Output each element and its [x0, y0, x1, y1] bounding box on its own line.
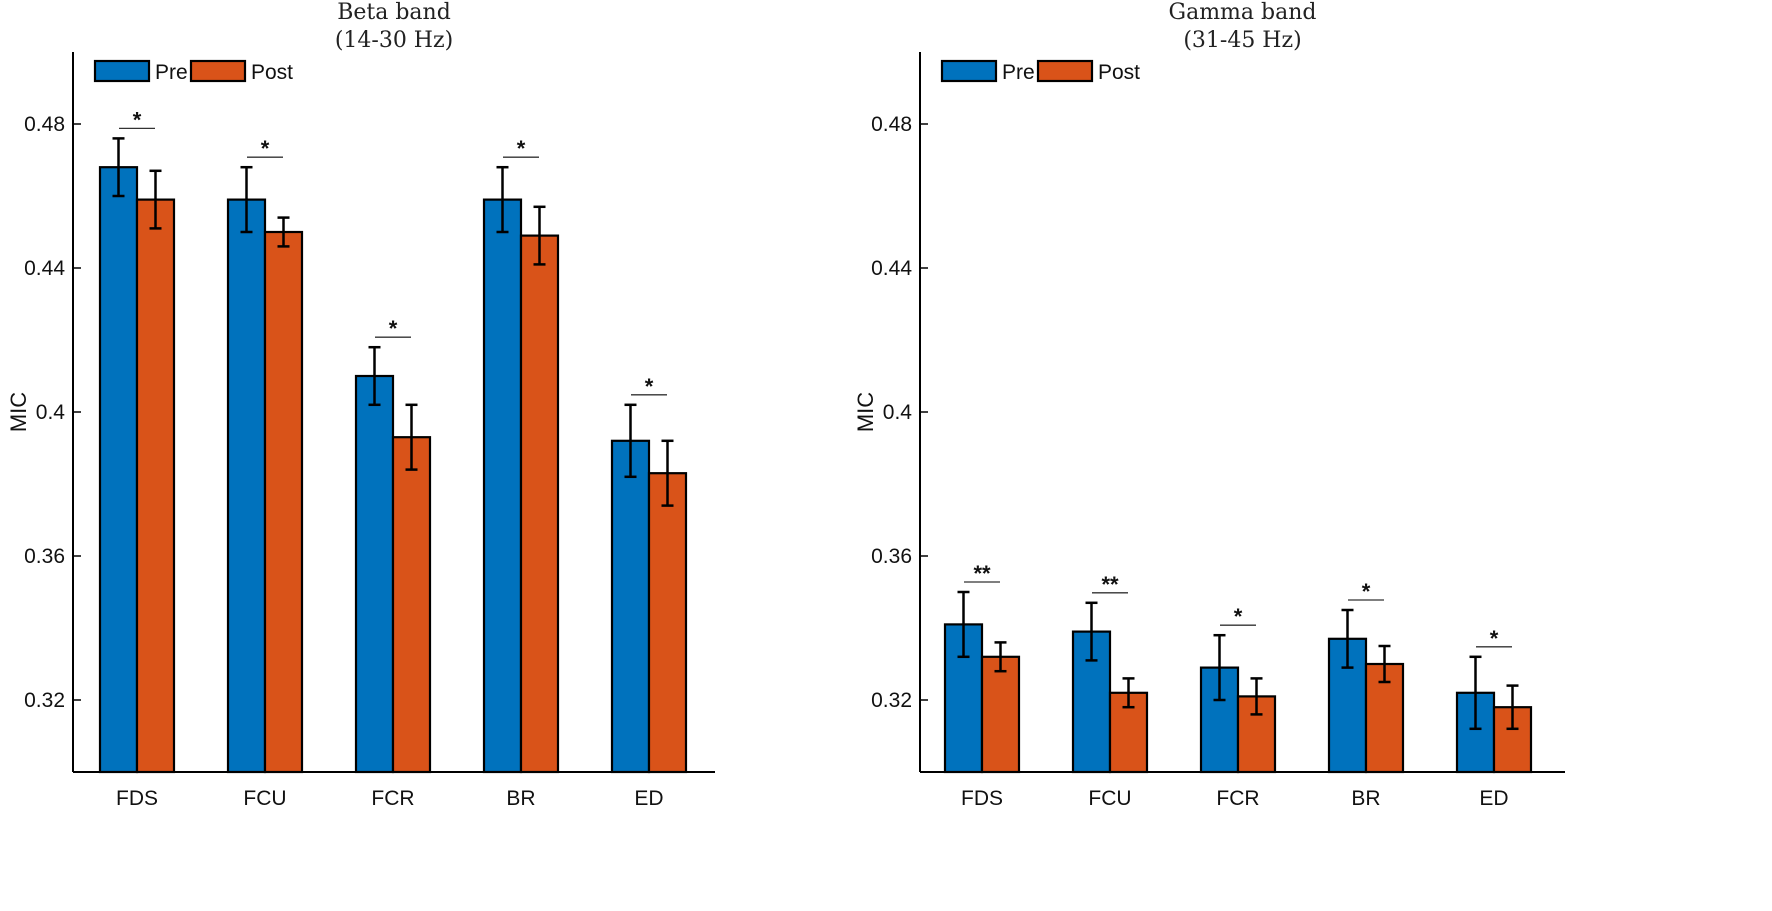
- y-tick-label: 0.44: [24, 257, 65, 280]
- y-tick-label: 0.48: [24, 113, 65, 136]
- bar-post-fds: [135, 198, 176, 774]
- y-tick-label: 0.36: [24, 545, 65, 568]
- legend-label-pre: Pre: [1002, 61, 1035, 84]
- y-tick-label: 0.48: [871, 113, 912, 136]
- y-tick-label: 0.32: [871, 689, 912, 712]
- significance-marker: *: [1234, 604, 1243, 629]
- chart-title: Gamma band: [1169, 0, 1317, 25]
- legend-label-post: Post: [251, 61, 293, 84]
- x-tick-label-br: BR: [1351, 787, 1380, 810]
- y-tick-label: 0.32: [24, 689, 65, 712]
- bar-post-fds: [980, 655, 1021, 774]
- x-tick-label-fcr: FCR: [371, 787, 414, 810]
- y-axis-label: MIC: [853, 392, 878, 432]
- x-tick-label-fcr: FCR: [1216, 787, 1259, 810]
- x-tick-label-ed: ED: [634, 787, 663, 810]
- significance-marker: *: [517, 136, 526, 161]
- significance-marker: *: [133, 107, 142, 132]
- significance-marker: **: [973, 561, 991, 586]
- legend-label-post: Post: [1098, 61, 1140, 84]
- significance-marker: *: [1490, 626, 1499, 651]
- bar-post-ed: [647, 472, 688, 774]
- significance-marker: *: [389, 316, 398, 341]
- y-tick-label: 0.36: [871, 545, 912, 568]
- legend-label-pre: Pre: [155, 61, 188, 84]
- x-tick-label-ed: ED: [1479, 787, 1508, 810]
- y-tick-label: 0.4: [36, 401, 66, 424]
- chart-title: Beta band: [337, 0, 451, 25]
- bar-pre-fcu: [226, 198, 267, 774]
- chart-subtitle: (14-30 Hz): [335, 28, 453, 53]
- bar-post-fcr: [391, 436, 432, 774]
- significance-marker: *: [261, 136, 270, 161]
- x-tick-label-br: BR: [506, 787, 535, 810]
- x-tick-label-fcu: FCU: [243, 787, 286, 810]
- bar-pre-fcr: [354, 374, 395, 774]
- chart-panel-gamma: Gamma band (31-45 Hz) MIC 0.32 0.36 0.4 0.44 0.…: [853, 0, 1565, 810]
- chart-panel-beta: Beta band (14-30 Hz) MIC 0.32 0.36 0.4 0.44 0.4…: [6, 0, 715, 810]
- legend-swatch-pre: [93, 59, 151, 83]
- significance-marker: **: [1101, 572, 1119, 597]
- legend-swatch-post: [1036, 59, 1094, 83]
- bar-pre-ed: [610, 439, 651, 774]
- x-tick-label-fds: FDS: [961, 787, 1003, 810]
- bar-pre-fds: [98, 166, 139, 774]
- x-tick-label-fcu: FCU: [1088, 787, 1131, 810]
- chart-subtitle: (31-45 Hz): [1183, 28, 1301, 53]
- legend-swatch-post: [189, 59, 247, 83]
- y-tick-label: 0.44: [871, 257, 912, 280]
- bar-post-fcu: [263, 230, 304, 774]
- bar-post-br: [519, 234, 560, 774]
- y-axis-label: MIC: [6, 392, 31, 432]
- bar-pre-br: [482, 198, 523, 774]
- significance-marker: *: [1362, 579, 1371, 604]
- significance-marker: *: [645, 374, 654, 399]
- x-tick-label-fds: FDS: [116, 787, 158, 810]
- legend-swatch-pre: [940, 59, 998, 83]
- y-tick-label: 0.4: [883, 401, 913, 424]
